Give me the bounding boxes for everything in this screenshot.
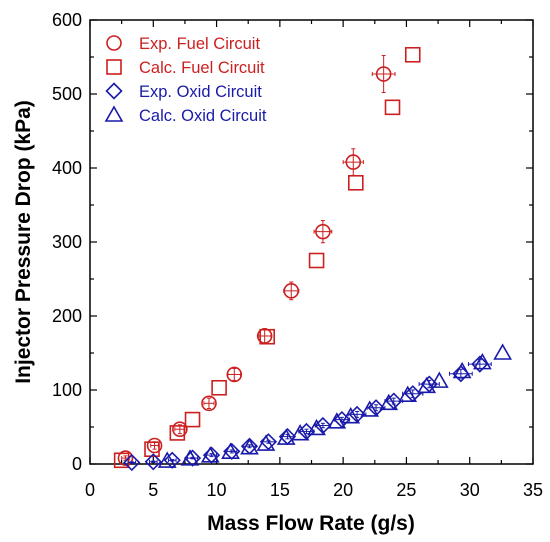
legend-marker [106,35,122,51]
data-point [307,418,326,436]
data-point [341,407,361,424]
legend-label: Calc. Fuel Circuit [139,59,265,77]
y-tick-label: 400 [52,158,82,178]
data-point [404,46,421,63]
data-point [117,450,134,466]
legend: Exp. Fuel Circuit Calc. Fuel Circuit Exp. … [104,35,267,125]
data-point [200,446,220,463]
y-tick-label: 600 [52,10,82,30]
data-point [240,438,259,455]
y-tick-label: 500 [52,84,82,104]
data-point [283,283,300,299]
data-point [417,376,437,394]
data-point [113,452,130,469]
y-tick-labels: 0 100 200 300 400 500 600 [52,10,82,474]
y-tick-label: 100 [52,380,82,400]
data-point [172,421,188,438]
x-tick-label: 35 [523,480,543,500]
series-3 [157,343,513,468]
axis-ticks [89,19,534,465]
data-point [123,453,141,472]
legend-label: Calc. Oxid Circuit [139,107,267,125]
data-point [384,99,401,116]
data-point [429,371,449,388]
data-point [493,343,513,360]
y-tick-label: 0 [72,454,82,474]
x-tick-label: 20 [333,480,353,500]
x-tick-label: 10 [207,480,227,500]
data-point [211,379,227,396]
data-point [256,434,276,451]
legend-label: Exp. Oxid Circuit [139,83,262,101]
data-point [308,252,325,269]
data-point [452,361,472,379]
data-point [180,449,200,466]
legend-marker [106,59,122,75]
data-point [398,385,418,402]
data-point [315,223,331,240]
data-point [360,400,380,417]
data-point [226,366,243,383]
x-tick-labels: 0 5 10 15 20 25 30 35 [85,480,543,500]
legend-entry: Calc. Fuel Circuit [106,59,265,77]
data-point [259,328,276,345]
x-tick-label: 30 [460,480,480,500]
data-point [221,442,240,459]
y-tick-label: 300 [52,232,82,252]
x-tick-label: 15 [270,480,290,500]
legend-marker [105,82,123,100]
legend-label: Exp. Fuel Circuit [139,35,260,53]
y-axis-label: Injector Pressure Drop (kPa) [12,100,35,384]
data-point [144,453,162,471]
x-tick-label: 0 [85,480,95,500]
series-2 [123,355,492,472]
data-point [146,437,163,454]
data-point [290,424,310,441]
data-point [184,411,201,428]
data-point [347,175,364,191]
data-point [375,66,392,82]
legend-entry: Exp. Fuel Circuit [106,35,260,53]
legend-marker [104,105,124,122]
legend-entry: Calc. Oxid Circuit [104,105,267,125]
data-point [276,428,296,445]
data-point [379,393,399,411]
data-point [157,451,177,468]
x-tick-label: 25 [396,480,416,500]
x-tick-label: 5 [148,480,158,500]
series-1 [113,46,421,469]
y-tick-label: 200 [52,306,82,326]
data-point [471,355,489,373]
data-point [169,425,186,441]
x-axis-label: Mass Flow Rate (g/s) [207,512,415,535]
data-point [472,353,492,370]
data-marks [113,46,513,472]
data-point [327,412,347,429]
data-point [345,154,362,170]
legend-entry: Exp. Oxid Circuit [105,82,262,101]
data-point [201,395,217,412]
